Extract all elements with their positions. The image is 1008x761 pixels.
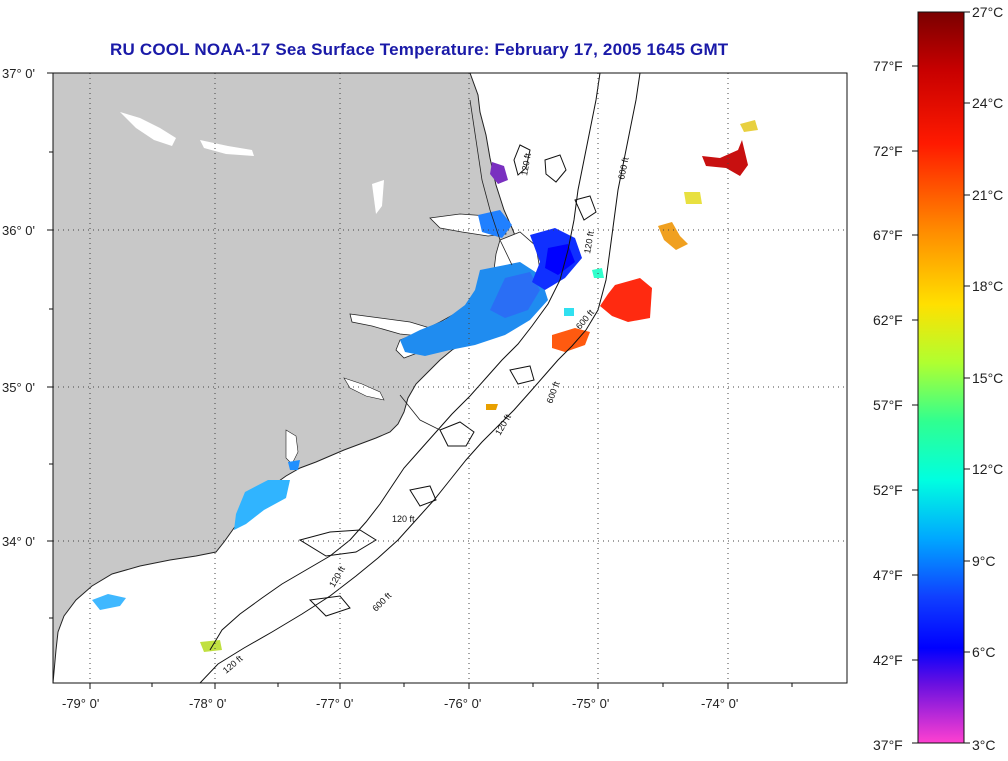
celsius-label: 3°C (972, 737, 996, 753)
tick-marks (47, 72, 793, 689)
celsius-label: 27°C (972, 4, 1003, 20)
fahrenheit-label: 52°F (873, 482, 903, 498)
land-mass (53, 73, 535, 683)
river-streak (200, 140, 254, 156)
fahrenheit-label: 42°F (873, 652, 903, 668)
chesapeake-inlet (120, 112, 176, 146)
colorbar (917, 11, 965, 744)
celsius-label: 18°C (972, 278, 1003, 294)
contour-label-2: 600 ft (616, 156, 631, 181)
coastline-detail (399, 99, 513, 431)
celsius-label: 24°C (972, 95, 1003, 111)
contour-label-3: 120 ft (582, 230, 596, 254)
celsius-label: 12°C (972, 461, 1003, 477)
grid-lines (53, 73, 847, 683)
lat-tick-label: 34° 0' (2, 534, 35, 549)
lon-tick-label: -75° 0' (572, 696, 609, 711)
contour-label-1: 120 ft (519, 152, 533, 176)
colorbar-celsius-ticks (912, 11, 970, 744)
river-streak-2 (372, 180, 384, 214)
plot-frame (52, 72, 848, 684)
bathymetry-contours (199, 73, 641, 683)
lon-tick-label: -79° 0' (62, 696, 99, 711)
fahrenheit-label: 67°F (873, 227, 903, 243)
celsius-label: 21°C (972, 187, 1003, 203)
celsius-label: 15°C (972, 370, 1003, 386)
fahrenheit-label: 72°F (873, 143, 903, 159)
celsius-label: 6°C (972, 644, 996, 660)
fahrenheit-label: 47°F (873, 567, 903, 583)
lon-tick-label: -74° 0' (701, 696, 738, 711)
lat-tick-label: 35° 0' (2, 380, 35, 395)
lon-tick-label: -78° 0' (189, 696, 226, 711)
fahrenheit-label: 37°F (873, 737, 903, 753)
celsius-label: 9°C (972, 553, 996, 569)
lon-tick-label: -77° 0' (316, 696, 353, 711)
sst-data-patches (92, 120, 758, 652)
contour-label-7: 120 ft (392, 514, 415, 524)
map-title: RU COOL NOAA-17 Sea Surface Temperature:… (110, 40, 729, 59)
lat-tick-label: 36° 0' (2, 223, 35, 238)
lat-tick-label: 37° 0' (2, 66, 35, 81)
fahrenheit-label: 62°F (873, 312, 903, 328)
cape-fear-river (285, 429, 299, 465)
fahrenheit-label: 77°F (873, 58, 903, 74)
lon-tick-label: -76° 0' (444, 696, 481, 711)
small-inlet-1 (343, 377, 385, 401)
fahrenheit-label: 57°F (873, 397, 903, 413)
